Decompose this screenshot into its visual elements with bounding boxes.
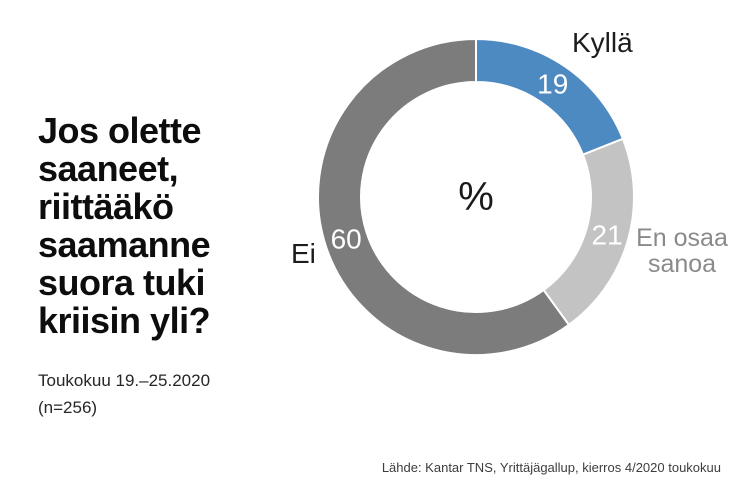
donut-chart: 19 21 60 % [317, 37, 635, 356]
donut-segment-ei [317, 37, 571, 356]
donut-value-en-osaa-sanoa: 21 [592, 220, 623, 251]
segment-label-ei: Ei [291, 238, 316, 269]
segment-label-en-osaa-sanoa: En osaa sanoa [636, 224, 728, 278]
survey-meta: Toukokuu 19.–25.2020 (n=256) [38, 367, 210, 421]
source-attribution: Lähde: Kantar TNS, Yrittäjägallup, kierr… [381, 460, 721, 475]
donut-value-ei: 60 [331, 224, 362, 255]
survey-sample-size: (n=256) [38, 398, 98, 417]
donut-segments: 19 21 60 [317, 37, 635, 356]
survey-period: Toukokuu 19.–25.2020 [38, 371, 211, 390]
donut-value-kylla: 19 [537, 69, 568, 100]
donut-center-unit-label: % [458, 175, 494, 219]
donut-chart-area: 19 21 60 % [296, 17, 656, 377]
page-title: Jos olette saaneet, riittääkö saamanne s… [38, 110, 211, 341]
segment-label-kylla: Kyllä [572, 27, 633, 58]
